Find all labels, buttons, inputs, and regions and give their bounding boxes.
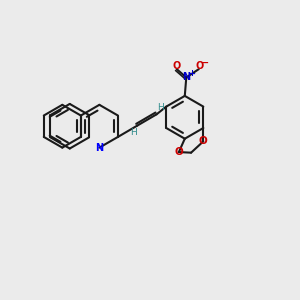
Text: O: O [199, 136, 208, 146]
Text: O: O [196, 61, 204, 71]
Text: N: N [95, 142, 104, 153]
Text: H: H [130, 128, 137, 137]
Text: H: H [157, 103, 164, 112]
Text: O: O [172, 61, 181, 70]
Text: +: + [188, 69, 195, 78]
Text: N: N [182, 73, 190, 82]
Text: −: − [201, 58, 209, 68]
Text: O: O [175, 147, 183, 157]
